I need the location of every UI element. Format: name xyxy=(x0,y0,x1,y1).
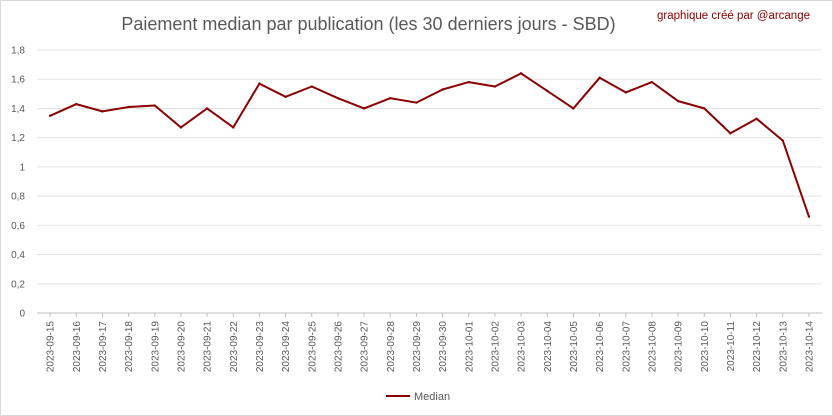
data-point xyxy=(755,117,758,120)
x-tick-label: 2023-10-13 xyxy=(778,321,789,373)
data-point xyxy=(205,107,209,110)
data-point xyxy=(703,107,706,110)
data-point xyxy=(441,88,444,91)
y-tick-label: 0,8 xyxy=(11,192,25,203)
data-point xyxy=(153,104,156,107)
x-tick-label: 2023-09-27 xyxy=(360,321,371,373)
data-point xyxy=(676,99,680,103)
x-tick-label: 2023-10-10 xyxy=(700,321,711,373)
y-tick-label: 1,2 xyxy=(11,133,25,144)
data-point xyxy=(179,126,183,129)
chart-title: Paiement median par publication (les 30 … xyxy=(121,14,616,34)
x-tick-label: 2023-10-02 xyxy=(490,321,501,373)
data-point xyxy=(650,80,654,84)
x-tick-label: 2023-09-23 xyxy=(255,321,266,373)
y-tick-label: 1,8 xyxy=(11,46,25,57)
data-point xyxy=(415,101,418,104)
y-tick-label: 1,6 xyxy=(11,75,25,86)
x-tick-label: 2023-09-19 xyxy=(150,321,161,373)
data-point xyxy=(127,105,130,109)
x-tick-label: 2023-10-01 xyxy=(464,321,475,373)
x-tick-label: 2023-10-05 xyxy=(569,321,580,373)
x-tick-label: 2023-10-03 xyxy=(517,321,528,373)
x-tick-label: 2023-10-12 xyxy=(752,321,763,373)
data-point xyxy=(729,132,732,135)
data-point xyxy=(310,85,313,88)
x-tick-label: 2023-09-17 xyxy=(98,321,109,373)
data-point xyxy=(362,107,366,110)
series-line-median xyxy=(49,72,810,217)
data-point xyxy=(75,102,78,106)
data-point xyxy=(572,107,575,110)
x-tick-label: 2023-09-18 xyxy=(124,321,135,373)
data-point xyxy=(467,80,470,84)
data-point xyxy=(807,215,811,218)
x-tick-label: 2023-09-28 xyxy=(386,321,397,373)
y-tick-label: 0 xyxy=(19,309,25,320)
x-tick-label: 2023-09-21 xyxy=(203,321,214,373)
data-point xyxy=(389,97,392,100)
y-tick-label: 0,4 xyxy=(11,250,25,261)
x-tick-label: 2023-10-11 xyxy=(726,321,737,372)
data-point xyxy=(336,97,340,100)
y-tick-label: 1 xyxy=(19,162,25,173)
data-point xyxy=(493,85,497,88)
y-tick-label: 1,4 xyxy=(11,104,25,115)
data-point xyxy=(781,139,784,142)
x-tick-label: 2023-09-29 xyxy=(412,321,423,373)
x-tick-label: 2023-10-06 xyxy=(595,321,606,373)
x-tick-label: 2023-10-09 xyxy=(674,321,685,373)
x-tick-label: 2023-09-25 xyxy=(307,321,318,373)
x-tick-label: 2023-09-16 xyxy=(72,321,83,373)
x-tick-label: 2023-10-14 xyxy=(804,321,815,373)
x-tick-label: 2023-10-08 xyxy=(647,321,658,373)
x-tick-label: 2023-09-15 xyxy=(46,321,57,373)
x-tick-label: 2023-09-24 xyxy=(281,321,292,373)
data-point xyxy=(624,91,627,94)
data-point xyxy=(258,82,261,85)
x-tick-label: 2023-09-20 xyxy=(176,321,187,373)
data-point xyxy=(101,110,104,113)
legend-label: Median xyxy=(414,391,450,403)
x-tick-label: 2023-09-26 xyxy=(333,321,344,373)
data-point xyxy=(546,89,549,93)
credit-label: graphique créé par @arcange xyxy=(657,10,810,22)
data-point xyxy=(284,95,287,98)
data-point xyxy=(48,114,52,117)
x-tick-label: 2023-10-04 xyxy=(543,321,554,373)
data-point xyxy=(232,126,235,129)
x-tick-label: 2023-09-22 xyxy=(229,321,240,373)
data-point xyxy=(598,76,601,79)
data-point xyxy=(519,72,523,75)
y-tick-label: 0,6 xyxy=(11,221,25,232)
x-tick-label: 2023-09-30 xyxy=(438,321,449,373)
x-tick-label: 2023-10-07 xyxy=(621,321,632,373)
y-tick-label: 0,2 xyxy=(11,279,25,290)
